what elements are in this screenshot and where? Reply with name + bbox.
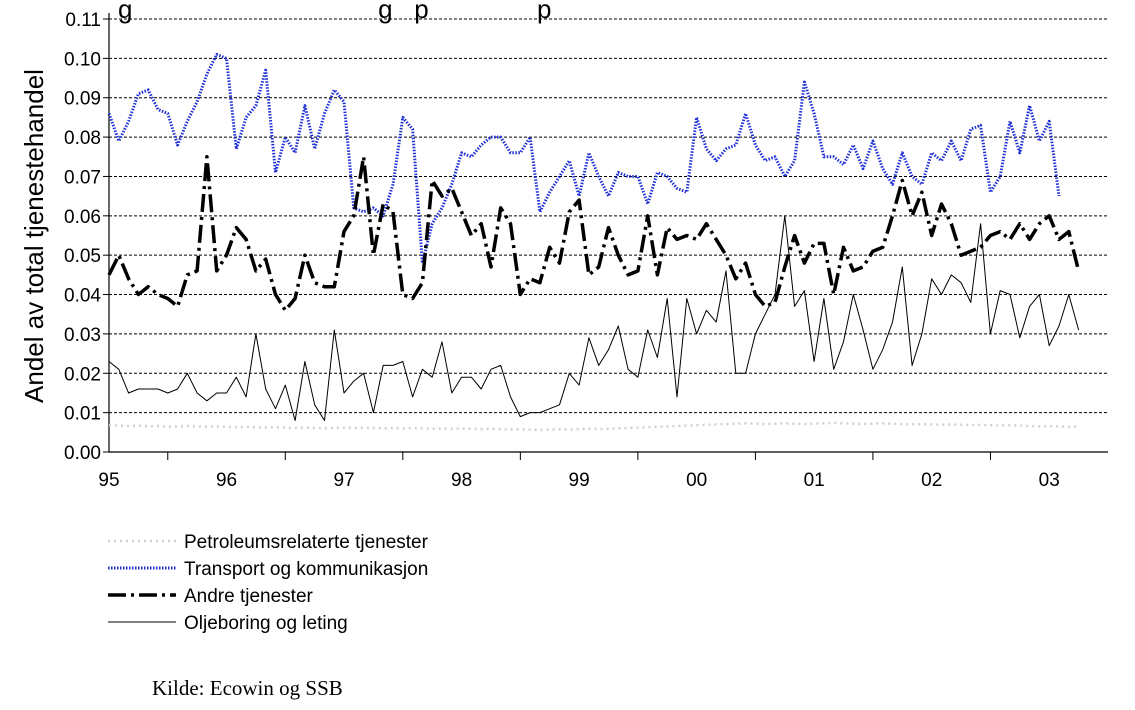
y-tick-label: 0.09 — [64, 89, 101, 110]
x-tick-label: 01 — [804, 470, 825, 491]
x-tick-label: 96 — [216, 470, 237, 491]
axes — [108, 13, 1108, 453]
x-tick-label: 98 — [451, 470, 472, 491]
x-tick-label: 00 — [686, 470, 707, 491]
legend-label-4: Oljeboring og leting — [184, 613, 348, 634]
legend-label-1: Petroleumsrelaterte tjenester — [184, 532, 429, 553]
x-tick-label: 97 — [333, 470, 354, 491]
y-tick-label: 0.03 — [64, 325, 101, 346]
chart-title-fragment: g g p p — [118, 0, 551, 24]
x-tick-label: 99 — [569, 470, 590, 491]
y-tick-label: 0.07 — [64, 167, 101, 188]
series-line-2 — [107, 52, 1061, 265]
legend: Petroleumsrelaterte tjenester Transport o… — [108, 532, 429, 634]
y-tick-label: 0.08 — [64, 128, 101, 149]
legend-label-3: Andre tjenester — [184, 586, 314, 607]
series-line-1 — [108, 421, 1079, 432]
x-tick-label: 03 — [1039, 470, 1060, 491]
y-tick-label: 0.00 — [64, 443, 101, 464]
series-line-3 — [107, 155, 1081, 313]
x-tick-label: 02 — [921, 470, 942, 491]
y-tick-label: 0.05 — [64, 246, 101, 267]
series-line-4 — [108, 215, 1080, 421]
series-group — [107, 52, 1081, 432]
y-tick-label: 0.11 — [65, 10, 101, 31]
y-tick-label: 0.02 — [64, 364, 101, 385]
y-tick-labels: 0.00 0.01 0.02 0.03 0.04 0.05 0.06 0.07 0.08 0.09… — [64, 10, 101, 464]
x-tick-labels: 95 96 97 98 99 00 01 02 03 — [98, 452, 1060, 491]
y-tick-label: 0.04 — [64, 286, 101, 307]
grid — [103, 18, 1108, 453]
x-tick-label: 95 — [98, 470, 119, 491]
legend-label-2: Transport og kommunikasjon — [184, 559, 428, 580]
y-tick-label: 0.01 — [64, 404, 101, 425]
y-tick-label: 0.06 — [64, 207, 101, 228]
y-axis-label: Andel av total tjenestehandel — [19, 69, 49, 403]
y-tick-label: 0.10 — [64, 49, 101, 70]
source-note: Kilde: Ecowin og SSB — [152, 676, 343, 700]
